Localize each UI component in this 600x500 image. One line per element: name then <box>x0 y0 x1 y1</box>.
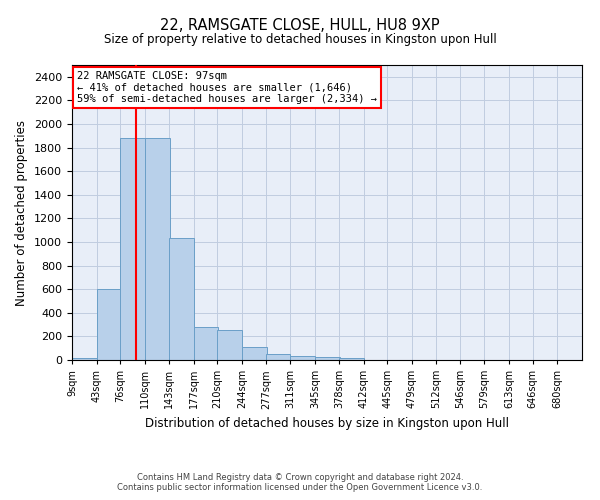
X-axis label: Distribution of detached houses by size in Kingston upon Hull: Distribution of detached houses by size … <box>145 417 509 430</box>
Bar <box>217 330 242 360</box>
Bar <box>266 354 290 360</box>
Text: Contains HM Land Registry data © Crown copyright and database right 2024.
Contai: Contains HM Land Registry data © Crown c… <box>118 473 482 492</box>
Bar <box>339 358 364 360</box>
Bar <box>121 138 145 360</box>
Bar <box>72 358 97 360</box>
Bar <box>169 238 194 360</box>
Bar <box>145 138 170 360</box>
Text: Size of property relative to detached houses in Kingston upon Hull: Size of property relative to detached ho… <box>104 32 496 46</box>
Text: 22 RAMSGATE CLOSE: 97sqm
← 41% of detached houses are smaller (1,646)
59% of sem: 22 RAMSGATE CLOSE: 97sqm ← 41% of detach… <box>77 71 377 104</box>
Bar <box>290 356 315 360</box>
Bar <box>97 289 121 360</box>
Bar <box>242 347 266 360</box>
Bar <box>315 357 340 360</box>
Bar <box>194 327 218 360</box>
Y-axis label: Number of detached properties: Number of detached properties <box>16 120 28 306</box>
Text: 22, RAMSGATE CLOSE, HULL, HU8 9XP: 22, RAMSGATE CLOSE, HULL, HU8 9XP <box>160 18 440 32</box>
